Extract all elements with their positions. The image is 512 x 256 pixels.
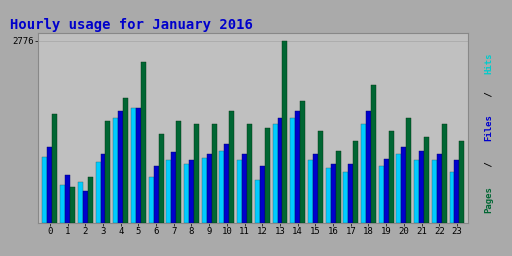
Text: Hourly usage for January 2016: Hourly usage for January 2016: [10, 18, 253, 32]
Bar: [136, 108, 141, 223]
Bar: [419, 151, 424, 223]
Bar: [189, 160, 194, 223]
Bar: [247, 124, 252, 223]
Text: Pages: Pages: [484, 187, 494, 214]
Bar: [148, 177, 154, 223]
Bar: [100, 154, 105, 223]
Bar: [353, 141, 358, 223]
Bar: [407, 118, 411, 223]
Bar: [220, 151, 224, 223]
Bar: [141, 62, 146, 223]
Bar: [78, 182, 83, 223]
Bar: [159, 134, 163, 223]
Bar: [401, 147, 407, 223]
Bar: [424, 137, 429, 223]
Text: /: /: [484, 86, 494, 102]
Bar: [442, 124, 446, 223]
Bar: [60, 185, 65, 223]
Bar: [123, 98, 128, 223]
Bar: [450, 172, 455, 223]
Bar: [118, 111, 123, 223]
Bar: [366, 111, 371, 223]
Bar: [255, 180, 260, 223]
Bar: [237, 160, 242, 223]
Bar: [154, 166, 159, 223]
Bar: [389, 131, 394, 223]
Bar: [414, 160, 419, 223]
Bar: [70, 187, 75, 223]
Bar: [335, 151, 340, 223]
Bar: [207, 154, 211, 223]
Bar: [437, 154, 442, 223]
Bar: [331, 164, 335, 223]
Bar: [432, 160, 437, 223]
Bar: [184, 164, 189, 223]
Bar: [96, 162, 100, 223]
Bar: [224, 144, 229, 223]
Bar: [308, 160, 313, 223]
Bar: [42, 157, 48, 223]
Bar: [202, 158, 207, 223]
Bar: [344, 172, 348, 223]
Bar: [272, 124, 278, 223]
Bar: [113, 118, 118, 223]
Bar: [229, 111, 234, 223]
Bar: [371, 85, 376, 223]
Bar: [265, 127, 270, 223]
Bar: [105, 121, 111, 223]
Text: /: /: [484, 156, 494, 172]
Text: Hits: Hits: [484, 53, 494, 74]
Bar: [295, 111, 300, 223]
Bar: [318, 131, 323, 223]
Bar: [348, 164, 353, 223]
Bar: [283, 40, 287, 223]
Bar: [459, 141, 464, 223]
Bar: [300, 101, 305, 223]
Bar: [52, 114, 57, 223]
Bar: [455, 160, 459, 223]
Bar: [211, 124, 217, 223]
Bar: [260, 166, 265, 223]
Bar: [383, 159, 389, 223]
Bar: [166, 160, 172, 223]
Bar: [326, 168, 331, 223]
Bar: [65, 175, 70, 223]
Bar: [278, 118, 283, 223]
Bar: [194, 124, 199, 223]
Bar: [396, 154, 401, 223]
Bar: [88, 177, 93, 223]
Bar: [176, 121, 181, 223]
Bar: [131, 108, 136, 223]
Bar: [379, 166, 383, 223]
Bar: [172, 152, 176, 223]
Text: Files: Files: [484, 115, 494, 141]
Bar: [361, 124, 366, 223]
Bar: [290, 118, 295, 223]
Bar: [83, 191, 88, 223]
Bar: [242, 154, 247, 223]
Bar: [48, 147, 52, 223]
Bar: [313, 154, 318, 223]
